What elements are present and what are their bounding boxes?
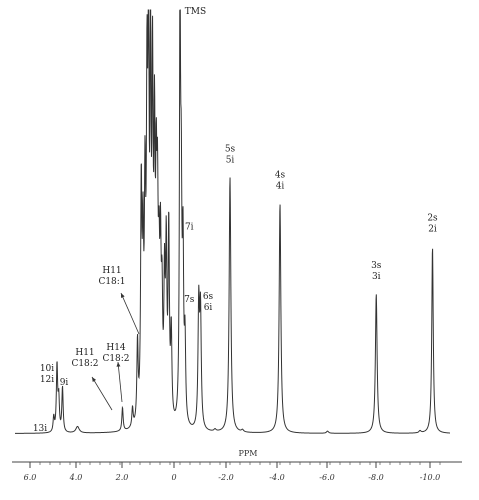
- annotation-arrowhead: [116, 362, 121, 367]
- peak-annotation-label: TMS: [185, 7, 206, 17]
- annotation-arrow: [117, 361, 123, 403]
- peak-annotation-label: 13i: [33, 424, 47, 434]
- x-axis-title: PPM: [239, 449, 258, 458]
- x-tick-label: 2.0: [115, 473, 129, 482]
- peak-annotation-label: 6i: [204, 303, 213, 313]
- peak-annotation-label: C18:2: [102, 354, 129, 364]
- x-tick-label: 6.0: [24, 473, 37, 482]
- peak-annotation-label: 9i: [60, 378, 69, 388]
- peak-annotation-label: 7s: [184, 295, 195, 305]
- x-tick-label: -6.0: [319, 473, 334, 482]
- peak-annotation-label: 2i: [428, 225, 437, 235]
- annotation-arrowhead: [121, 293, 125, 298]
- x-tick-label: -2.0: [218, 473, 233, 482]
- peak-annotation-label: H14: [106, 343, 126, 353]
- spectrum-trace: [15, 9, 451, 434]
- x-tick-label: 4.0: [69, 473, 83, 482]
- x-tick-label: -10.0: [420, 473, 441, 482]
- peak-annotation-label: C18:2: [71, 359, 98, 369]
- x-tick-label: 0: [171, 473, 176, 482]
- peak-annotation-label: H11: [102, 266, 121, 276]
- x-tick-label: -8.0: [368, 473, 383, 482]
- peak-annotation-label: 10i: [40, 364, 54, 374]
- x-tick-label: -4.0: [269, 473, 284, 482]
- peak-annotation-label: 4s: [275, 171, 286, 181]
- peak-annotation-label: 5s: [225, 145, 236, 155]
- peak-annotation-label: 3i: [372, 272, 381, 282]
- peak-annotation-label: 4i: [276, 182, 285, 192]
- peak-annotation-label: C18:1: [98, 277, 125, 287]
- peak-annotation-label: 5i: [226, 156, 235, 166]
- peak-annotation-label: H11: [75, 348, 94, 358]
- annotation-arrow: [120, 292, 140, 335]
- peak-annotation-label: 7i: [185, 223, 194, 233]
- peak-annotation-label: 12i: [40, 375, 54, 385]
- peak-annotation-label: 3s: [371, 261, 382, 271]
- annotation-arrow: [91, 376, 113, 411]
- annotation-arrowhead: [92, 377, 97, 382]
- peak-annotation-label: 6s: [203, 292, 214, 302]
- peak-annotation-label: 2s: [427, 214, 438, 224]
